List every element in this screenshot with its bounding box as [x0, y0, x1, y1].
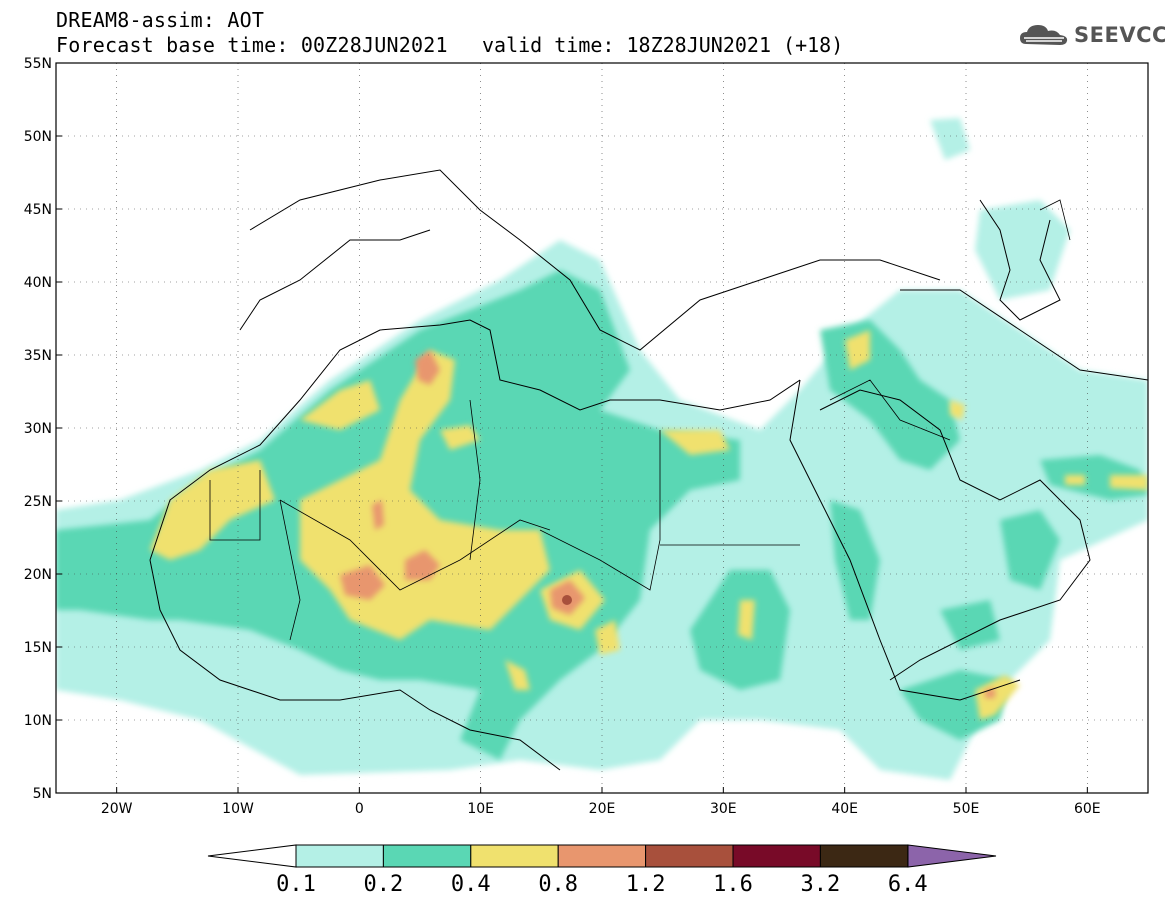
lat-tick-label: 20N	[24, 567, 52, 583]
lon-tick-label: 30E	[710, 801, 737, 817]
colorbar-label: 3.2	[800, 872, 841, 897]
colorbar-label: 0.8	[538, 872, 579, 897]
aot-field	[56, 118, 1148, 780]
colorbar-bin	[819, 844, 909, 868]
logo-text: SEEVCCC	[1074, 23, 1165, 47]
lon-tick-label: 20W	[101, 801, 133, 817]
colorbar-label: 1.6	[713, 872, 753, 897]
lat-tick-label: 45N	[24, 202, 52, 218]
aot-level-1-2	[562, 595, 572, 605]
coastlines	[149, 169, 1148, 771]
forecast-base-time: Forecast base time: 00Z28JUN2021	[56, 33, 448, 57]
lon-tick-label: 50E	[953, 801, 980, 817]
lon-tick-label: 10E	[467, 801, 494, 817]
valid-time: valid time: 18Z28JUN2021 (+18)	[482, 33, 844, 57]
lat-tick-label: 30N	[24, 421, 52, 437]
lon-tick-label: 20E	[589, 801, 616, 817]
lat-tick-label: 10N	[24, 713, 52, 729]
colorbar-bin	[732, 844, 821, 868]
lat-tick-label: 40N	[24, 275, 52, 291]
colorbar-over-triangle	[907, 844, 997, 868]
lat-tick-label: 35N	[24, 348, 52, 364]
cloud-icon	[1020, 25, 1068, 45]
colorbar-label: 6.4	[887, 872, 928, 897]
colorbar-label: 0.1	[276, 872, 316, 897]
lon-tick-label: 10W	[222, 801, 254, 817]
lon-tick-label: 0	[355, 801, 364, 817]
map-title: DREAM8-assim: AOT	[56, 8, 265, 32]
lat-tick-label: 55N	[24, 56, 52, 72]
colorbar-label: 0.2	[363, 872, 404, 897]
colorbar-bin	[557, 844, 647, 868]
axis-ticks: 20W 10W 0 10E 20E 30E 40E 50E 60E 55N 50N 45N 40N 35N…	[24, 56, 1101, 817]
lat-tick-label: 25N	[24, 494, 52, 510]
lat-tick-label: 15N	[24, 640, 52, 656]
country-borders	[209, 199, 1071, 641]
colorbar-under-triangle	[207, 844, 297, 868]
colorbar-label: 0.4	[450, 872, 491, 897]
colorbar	[207, 844, 997, 868]
seevccc-logo: SEEVCCC	[1018, 22, 1165, 48]
colorbar-bin	[645, 844, 734, 868]
gridlines	[56, 63, 1148, 793]
lon-tick-label: 60E	[1074, 801, 1101, 817]
colorbar-label: 1.2	[625, 872, 666, 897]
lat-tick-label: 50N	[24, 129, 52, 145]
colorbar-bin	[382, 844, 472, 868]
lon-tick-label: 40E	[831, 801, 858, 817]
colorbar-bin	[470, 844, 559, 868]
colorbar-bin	[295, 844, 384, 868]
lat-tick-label: 5N	[33, 786, 52, 802]
